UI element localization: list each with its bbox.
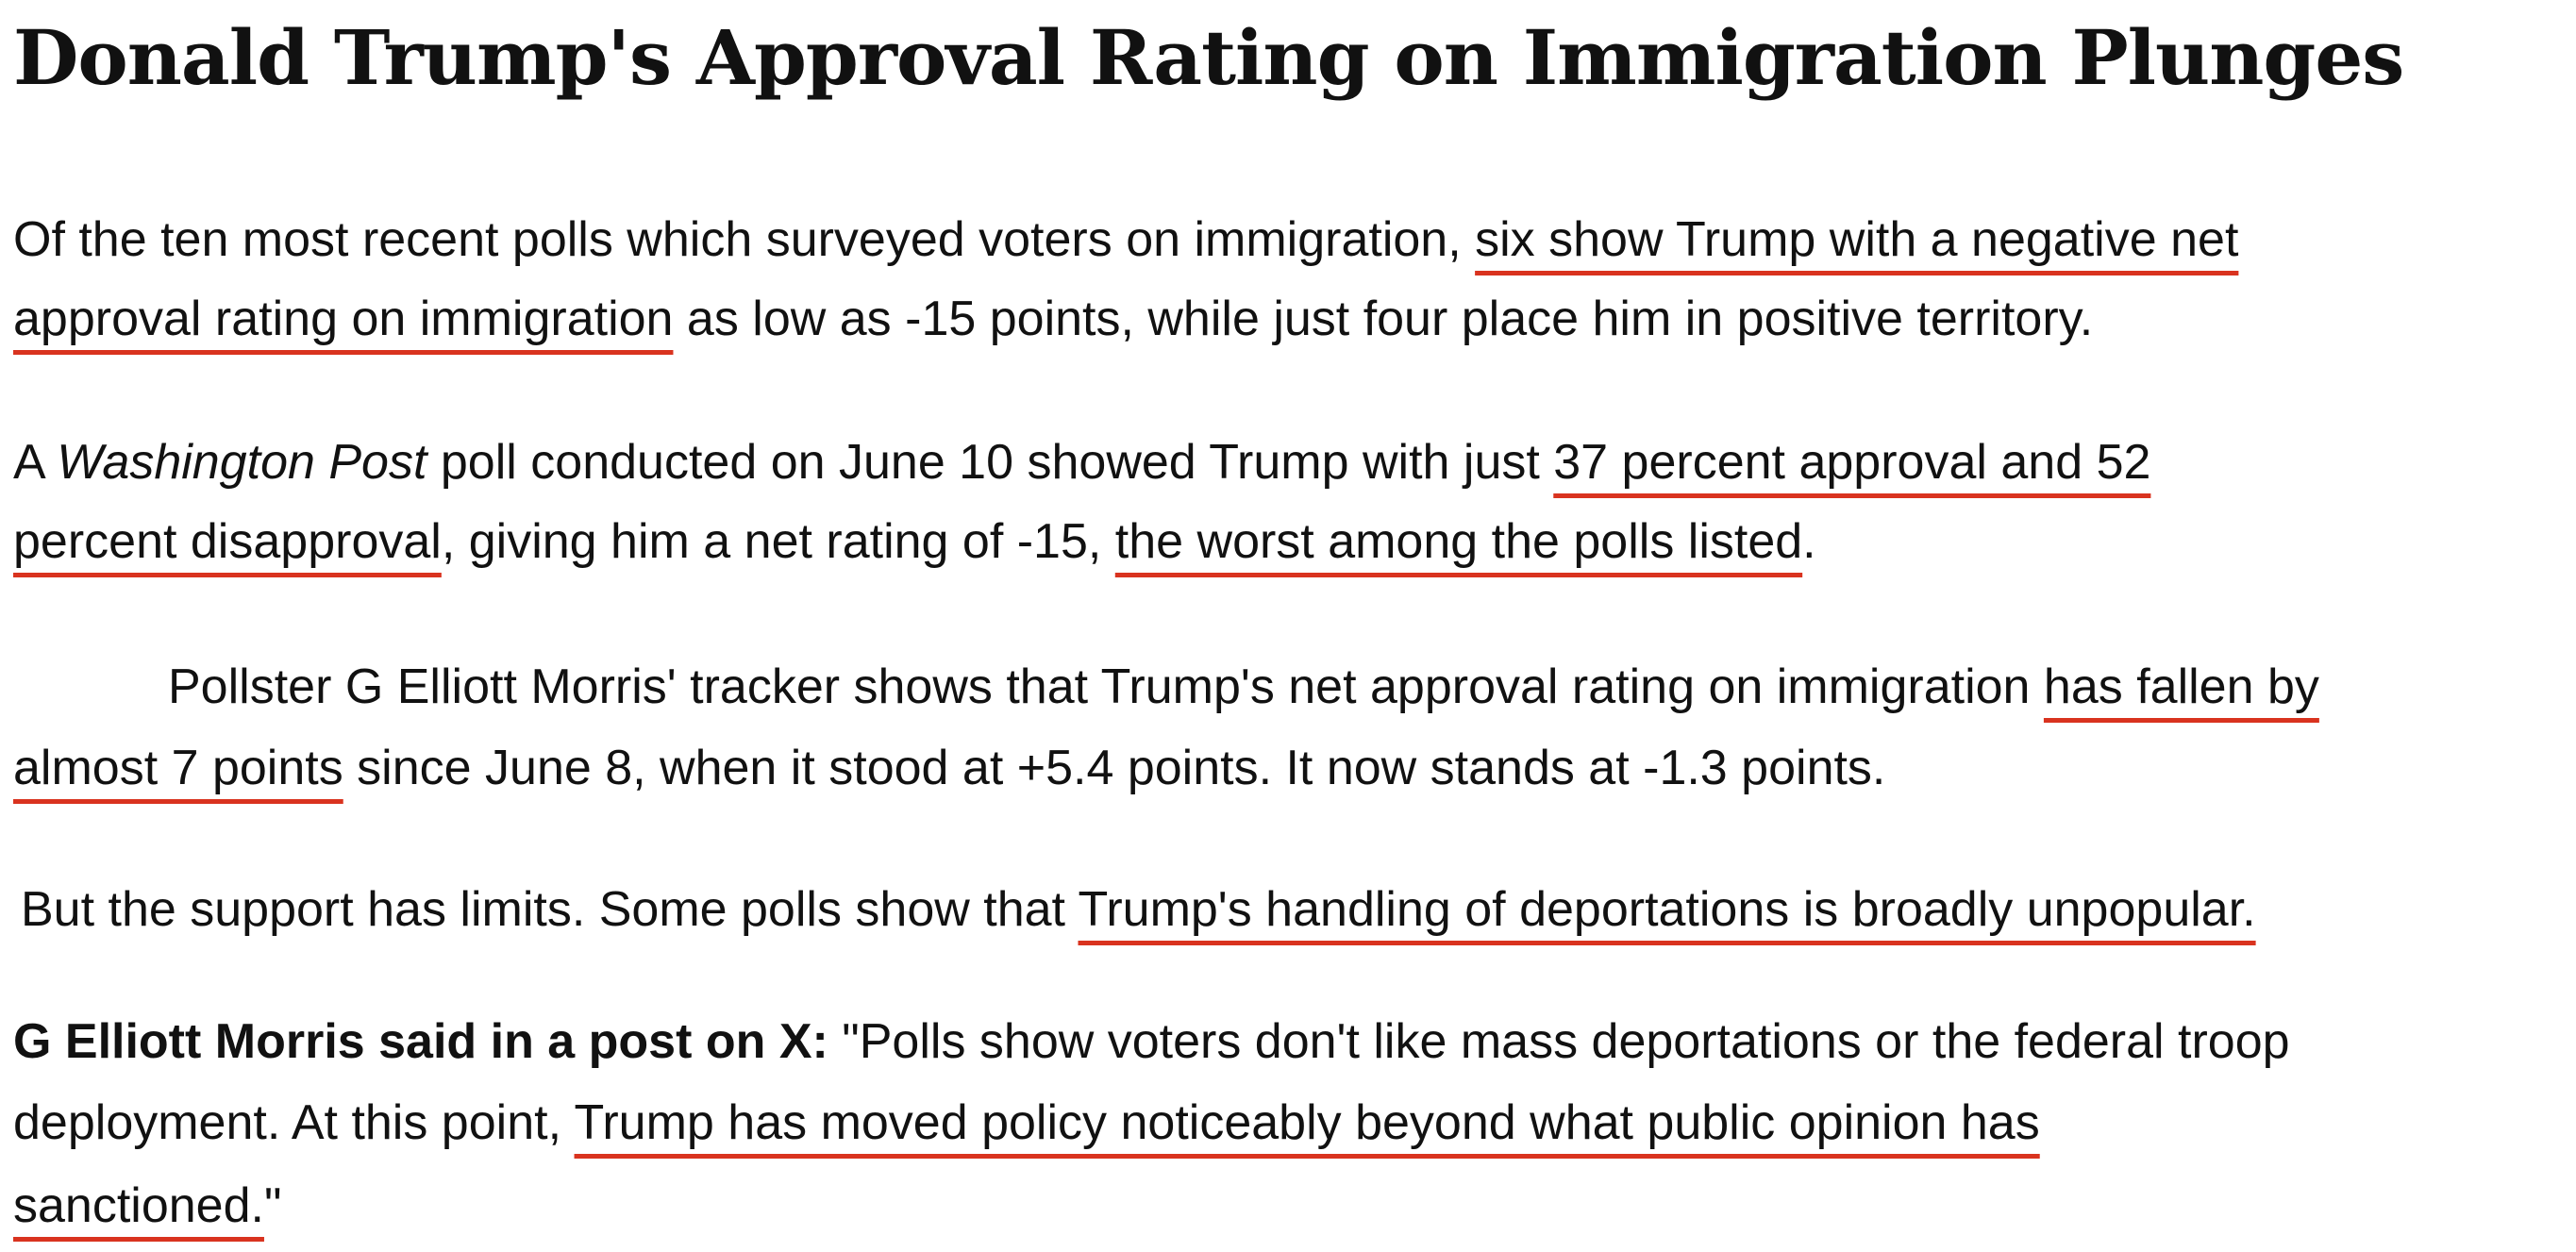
text-span: , giving him a net rating of -15,	[441, 514, 1115, 569]
highlighted-text: 37 percent approval and 52	[1553, 435, 2151, 490]
text-span: poll conducted on June 10 showed Trump w…	[427, 435, 1554, 490]
article-title: Donald Trump's Approval Rating on Immigr…	[13, 13, 2404, 102]
highlighted-text: percent disapproval	[13, 514, 442, 569]
highlighted-text: almost 7 points	[13, 741, 343, 795]
text-span: as low as -15 points, while just four pl…	[673, 292, 2094, 346]
text-line: deployment. At this point, Trump has mov…	[13, 1085, 2040, 1160]
text-span: "Polls show voters don't like mass depor…	[828, 1014, 2290, 1069]
text-line: But the support has limits. Some polls s…	[21, 872, 2256, 947]
text-line: approval rating on immigration as low as…	[13, 281, 2093, 357]
highlighted-text: has fallen by	[2043, 659, 2319, 714]
text-span: Pollster G Elliott Morris' tracker shows…	[168, 659, 2044, 714]
text-span: deployment. At this point,	[13, 1095, 575, 1150]
text-span: G Elliott Morris said in a post on X:	[13, 1014, 828, 1069]
text-line: percent disapproval, giving him a net ra…	[13, 504, 1816, 579]
text-span: But the support has limits. Some polls s…	[21, 882, 1079, 937]
highlighted-text: Trump has moved policy noticeably beyond…	[574, 1095, 2040, 1150]
highlighted-text: six show Trump with a negative net	[1475, 212, 2239, 267]
text-line: Of the ten most recent polls which surve…	[13, 202, 2238, 277]
text-line: A Washington Post poll conducted on June…	[13, 425, 2150, 500]
text-line: sanctioned."	[13, 1168, 281, 1244]
highlighted-text: approval rating on immigration	[13, 292, 674, 346]
text-line: Pollster G Elliott Morris' tracker shows…	[168, 649, 2319, 725]
text-line: almost 7 points since June 8, when it st…	[13, 730, 1885, 806]
highlighted-text: the worst among the polls listed	[1114, 514, 1803, 569]
highlighted-text: Trump's handling of deportations is broa…	[1078, 882, 2256, 937]
text-span: Of the ten most recent polls which surve…	[13, 212, 1476, 267]
text-span: since June 8, when it stood at +5.4 poin…	[343, 741, 1886, 795]
highlighted-text: sanctioned.	[13, 1178, 264, 1233]
text-span: Washington Post	[57, 435, 427, 490]
text-line: G Elliott Morris said in a post on X: "P…	[13, 1004, 2290, 1079]
text-span: "	[263, 1178, 282, 1233]
text-span: A	[13, 435, 58, 490]
text-span: .	[1802, 514, 1816, 569]
